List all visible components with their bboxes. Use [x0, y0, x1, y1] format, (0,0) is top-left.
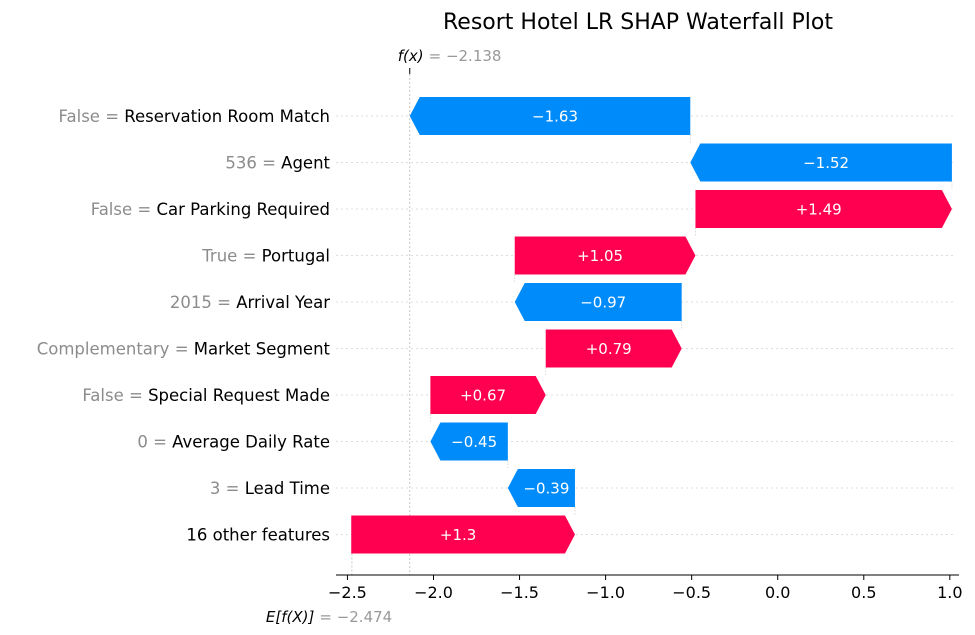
feature-label: False = Car Parking Required [91, 200, 330, 219]
feature-name: Average Daily Rate [172, 433, 330, 452]
feature-label: Complementary = Market Segment [37, 340, 331, 359]
x-tick-label: 1.0 [937, 583, 962, 602]
positive-bar [351, 515, 575, 554]
x-axis: −2.5 −2.0 −1.5 −1.0 −0.5 0.0 0.5 1.0 [328, 574, 963, 602]
bar-value-label: −0.39 [523, 480, 569, 498]
feature-name: Special Request Made [148, 386, 330, 405]
feature-equals: = [257, 154, 281, 173]
feature-value: True [201, 247, 237, 266]
feature-labels: False = Reservation Room Match 536 = Agen… [37, 107, 331, 545]
negative-bar [690, 143, 952, 182]
feature-value: 0 [137, 433, 148, 452]
x-tick-label: 0.0 [765, 583, 790, 602]
bar-value-label: −0.97 [580, 294, 626, 312]
feature-value: Complementary [37, 340, 170, 359]
feature-name: 16 other features [186, 526, 330, 545]
x-tick-label: −1.5 [500, 583, 539, 602]
feature-value: 536 [225, 154, 257, 173]
feature-equals: = [148, 433, 172, 452]
fx-prefix: f(x) [398, 47, 424, 65]
feature-value: False [59, 107, 100, 126]
feature-label: 2015 = Arrival Year [170, 293, 330, 312]
x-tick-label: −0.5 [672, 583, 711, 602]
negative-bar [409, 97, 691, 135]
feature-equals: = [212, 293, 236, 312]
bar-value-label: +0.67 [460, 387, 506, 405]
x-tick-label: −1.0 [586, 583, 625, 602]
positive-bar [514, 236, 696, 275]
feature-label: 3 = Lead Time [210, 479, 330, 498]
bar-value-label: −1.52 [803, 154, 849, 172]
feature-equals: = [237, 247, 261, 266]
feature-equals: = [100, 107, 124, 126]
feature-name: Reservation Room Match [124, 107, 330, 126]
negative-bar [507, 469, 575, 507]
bar-value-label: +1.05 [577, 247, 623, 265]
x-tick-label: −2.5 [328, 583, 367, 602]
feature-name: Arrival Year [236, 293, 330, 312]
feature-value: False [82, 386, 123, 405]
feature-value: 3 [210, 479, 221, 498]
positive-bar [695, 190, 952, 228]
feature-label: False = Special Request Made [82, 386, 330, 405]
efx-prefix: E[f(X)] [266, 608, 315, 626]
feature-name: Agent [281, 154, 330, 173]
feature-label: True = Portugal [201, 247, 330, 266]
feature-name: Car Parking Required [156, 200, 330, 219]
positive-bar [545, 329, 682, 368]
fx-annotation: f(x) = −2.138 [398, 47, 502, 65]
feature-label: 536 = Agent [225, 154, 330, 173]
feature-label: 16 other features [186, 526, 330, 545]
bar-value-label: +1.3 [440, 526, 476, 544]
feature-equals: = [220, 479, 244, 498]
feature-name: Portugal [262, 247, 330, 266]
efx-value: = −2.474 [319, 608, 392, 626]
feature-equals: = [132, 200, 156, 219]
bar-value-label: −1.63 [532, 108, 578, 126]
feature-name: Market Segment [194, 340, 331, 359]
negative-bar [430, 422, 508, 461]
feature-name: Lead Time [245, 479, 330, 498]
bar-value-label: +0.79 [586, 340, 632, 358]
fx-value: = −2.138 [429, 47, 502, 65]
bars: −1.63 −1.52 +1.49 +1.05 −0.97 +0.79 +0.67 −0.45… [351, 97, 952, 554]
feature-value: False [91, 200, 132, 219]
bar-value-label: +1.49 [796, 201, 842, 219]
chart-title: Resort Hotel LR SHAP Waterfall Plot [443, 10, 833, 35]
x-tick-label: 0.5 [851, 583, 876, 602]
feature-value: 2015 [170, 293, 212, 312]
bar-value-label: −0.45 [451, 433, 497, 451]
feature-equals: = [169, 340, 193, 359]
positive-bar [430, 376, 546, 414]
feature-label: False = Reservation Room Match [59, 107, 330, 126]
feature-equals: = [124, 386, 148, 405]
efx-annotation: E[f(X)] = −2.474 [266, 608, 392, 626]
reference-lines [351, 70, 953, 575]
negative-bar [514, 283, 682, 321]
annotations: f(x) = −2.138 E[f(X)] = −2.474 [266, 47, 502, 626]
feature-label: 0 = Average Daily Rate [137, 433, 330, 452]
x-tick-label: −2.0 [414, 583, 453, 602]
